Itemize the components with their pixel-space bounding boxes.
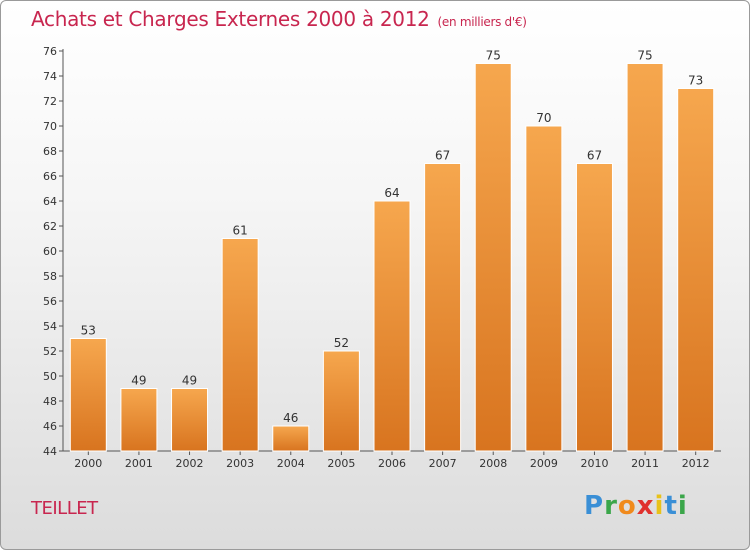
y-tick-label: 48: [43, 395, 57, 408]
x-tick-label: 2004: [277, 457, 305, 470]
x-tick-label: 2006: [378, 457, 406, 470]
data-label: 49: [182, 374, 197, 388]
logo-letter: i: [677, 491, 688, 521]
x-tick-label: 2005: [327, 457, 355, 470]
x-tick-label: 2000: [74, 457, 102, 470]
bar: [322, 350, 360, 452]
data-label: 67: [587, 149, 602, 163]
bar: [221, 238, 259, 452]
y-tick-label: 54: [43, 320, 57, 333]
data-label: 75: [637, 49, 652, 63]
logo-letter: x: [636, 491, 655, 521]
y-tick-label: 44: [43, 445, 57, 458]
commune-name: TEILLET: [31, 498, 98, 519]
logo-letter: o: [617, 491, 637, 521]
y-tick-label: 70: [43, 120, 57, 133]
y-tick-label: 58: [43, 270, 57, 283]
logo-letter: P: [584, 491, 605, 521]
x-tick-label: 2001: [125, 457, 153, 470]
data-label: 75: [486, 49, 501, 63]
x-tick-label: 2010: [580, 457, 608, 470]
x-tick-label: 2008: [479, 457, 507, 470]
data-label: 73: [688, 74, 703, 88]
y-tick-label: 64: [43, 195, 57, 208]
y-tick-label: 72: [43, 95, 57, 108]
y-tick-label: 62: [43, 220, 57, 233]
data-label: 64: [384, 186, 399, 200]
x-tick-label: 2011: [631, 457, 659, 470]
x-tick-label: 2009: [530, 457, 558, 470]
bar: [575, 163, 613, 452]
logo-letter: r: [604, 491, 618, 521]
data-label: 52: [334, 336, 349, 350]
bar: [120, 388, 158, 452]
chart-title: Achats et Charges Externes 2000 à 2012 (e…: [31, 7, 527, 31]
y-tick-label: 68: [43, 145, 57, 158]
proxiti-logo: Proxiti: [584, 491, 688, 521]
chart-title-text: Achats et Charges Externes 2000 à 2012: [31, 7, 430, 31]
bar: [373, 200, 411, 452]
bar: [474, 63, 512, 452]
y-tick-label: 60: [43, 245, 57, 258]
bar: [171, 388, 209, 452]
x-tick-label: 2002: [176, 457, 204, 470]
y-tick-label: 76: [43, 45, 57, 58]
data-label: 70: [536, 111, 551, 125]
data-label: 61: [233, 224, 248, 238]
bar: [525, 125, 563, 452]
bar: [677, 88, 715, 452]
y-tick-label: 66: [43, 170, 57, 183]
data-label: 67: [435, 149, 450, 163]
logo-letter: i: [654, 491, 665, 521]
chart-subtitle: (en milliers d'€): [437, 15, 527, 29]
y-tick-label: 46: [43, 420, 57, 433]
x-tick-label: 2012: [682, 457, 710, 470]
logo-letter: t: [664, 491, 678, 521]
y-tick-label: 56: [43, 295, 57, 308]
data-label: 53: [81, 324, 96, 338]
bar: [626, 63, 664, 452]
bar: [272, 425, 310, 452]
data-label: 46: [283, 411, 298, 425]
x-tick-label: 2003: [226, 457, 254, 470]
bar: [424, 163, 462, 452]
y-tick-label: 74: [43, 70, 57, 83]
x-tick-label: 2007: [429, 457, 457, 470]
y-tick-label: 52: [43, 345, 57, 358]
bar: [69, 338, 107, 452]
y-tick-label: 50: [43, 370, 57, 383]
data-label: 49: [131, 374, 146, 388]
